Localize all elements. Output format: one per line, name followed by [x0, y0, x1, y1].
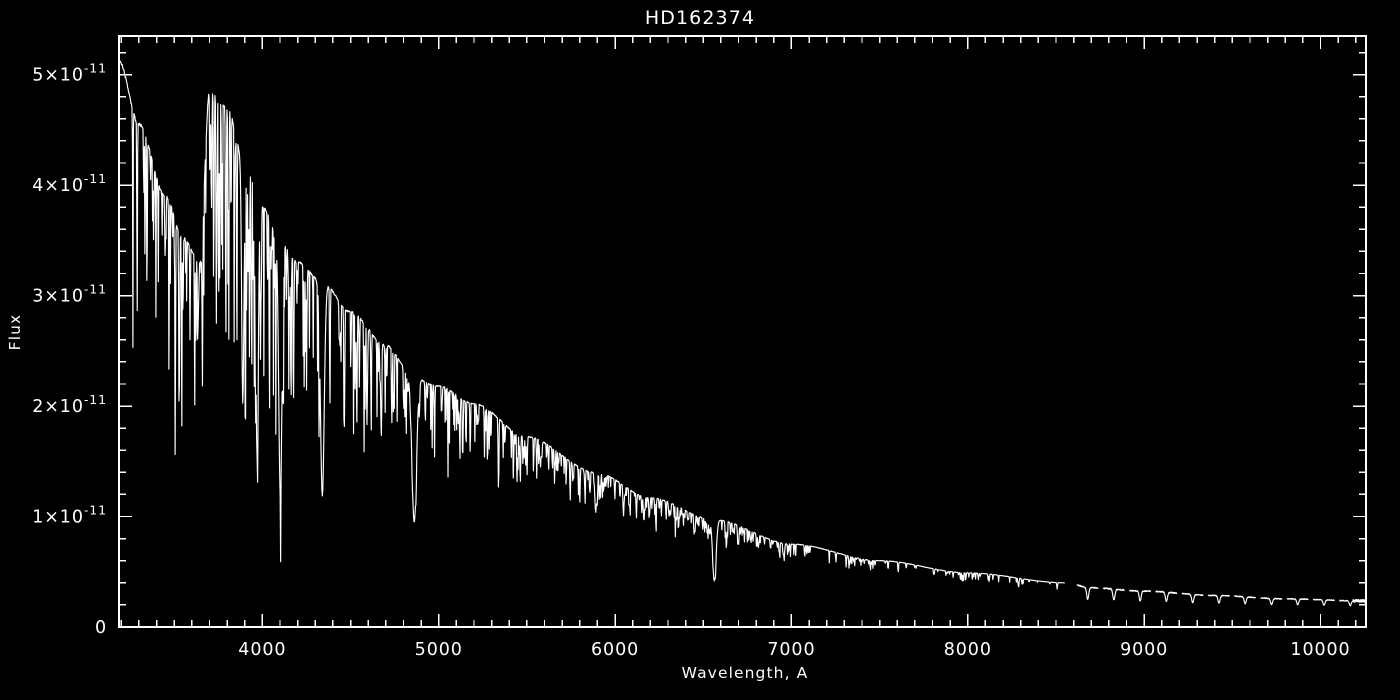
spectrum-order-segment: [1312, 598, 1335, 606]
spectrum-data-line: [118, 60, 1367, 607]
spectrum-order-segment: [1076, 584, 1099, 600]
y-tick-label: 4×10-11: [32, 171, 107, 196]
spectrum-order-segment: [1207, 594, 1230, 604]
x-tick-label: 5000: [415, 640, 463, 660]
chart-title: HD162374: [645, 7, 755, 29]
x-axis-title: Wavelength, A: [682, 664, 809, 682]
plot-frame: [118, 35, 1367, 628]
spectrum-order-segment: [1260, 597, 1283, 606]
spectrum-order-segment: [1155, 590, 1178, 603]
x-axis-ticks: [120, 36, 1357, 627]
y-tick-label: 2×10-11: [32, 392, 107, 417]
y-axis-ticks: [119, 51, 1366, 628]
y-tick-label: 0: [95, 618, 107, 638]
spectrum-order-segment: [1129, 589, 1152, 602]
x-tick-label: 8000: [944, 640, 992, 660]
x-tick-label: 4000: [238, 640, 286, 660]
plot-border: [118, 35, 1367, 628]
y-tick-label: 5×10-11: [32, 61, 107, 86]
x-tick-label: 7000: [767, 640, 815, 660]
x-tick-label: 10000: [1290, 640, 1350, 660]
spectrum-order-segment: [1286, 597, 1309, 606]
spectrum-continuum-path: [118, 60, 1065, 590]
x-axis-tick-labels: 4000 5000 6000 7000 8000 9000 10000: [238, 640, 1350, 660]
y-axis-tick-labels: 0 1×10-11 2×10-11 3×10-11 4×10-11 5×10-11: [32, 61, 107, 638]
y-tick-label: 1×10-11: [32, 503, 107, 528]
spectrum-order-segment: [1234, 595, 1257, 605]
spectrum-order-segment: [1181, 592, 1204, 604]
spectrum-red-edge-stub: [1352, 598, 1367, 604]
y-axis-title: Flux: [6, 314, 24, 351]
x-tick-label: 9000: [1120, 640, 1168, 660]
x-tick-label: 6000: [591, 640, 639, 660]
y-tick-label: 3×10-11: [32, 282, 107, 307]
spectrum-order-segment: [1102, 587, 1125, 601]
